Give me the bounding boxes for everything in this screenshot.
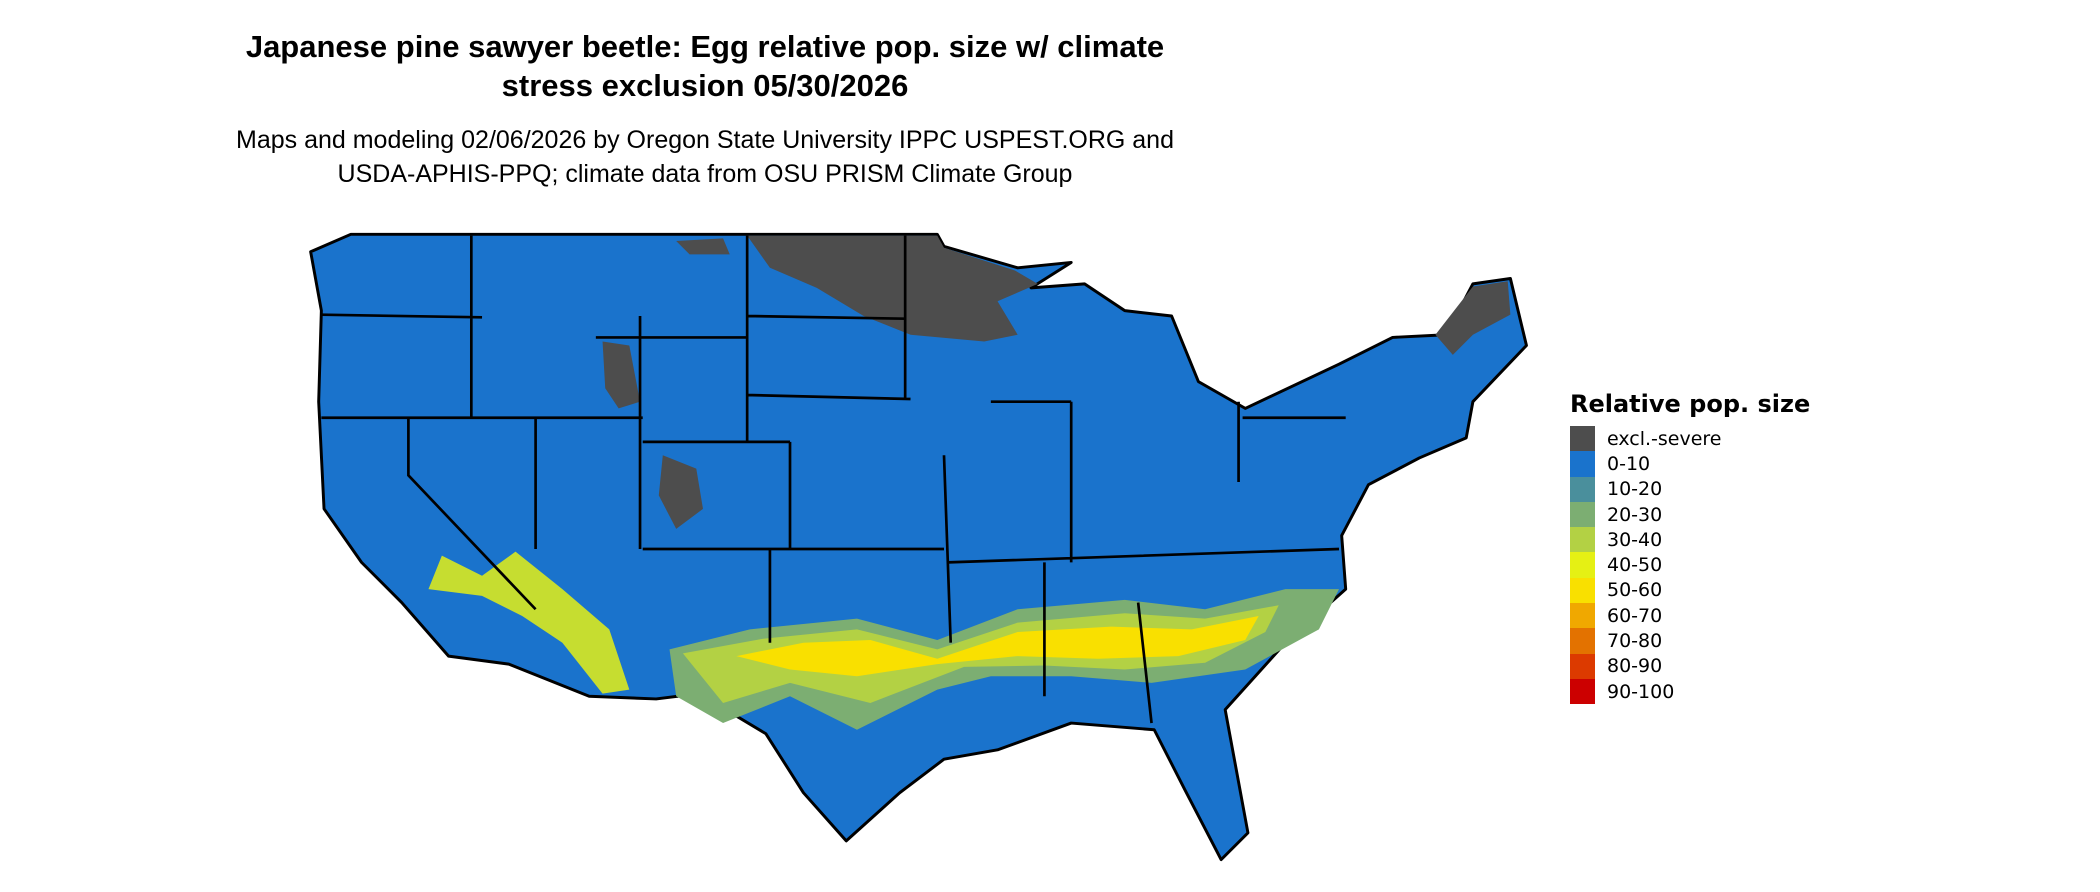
state-borders	[321, 235, 1346, 724]
legend-label: 30-40	[1607, 528, 1663, 551]
legend-swatch	[1570, 451, 1595, 477]
legend-item: 90-100	[1570, 678, 1810, 705]
legend-item: 0-10	[1570, 451, 1810, 477]
legend-swatch	[1570, 603, 1595, 629]
excluded-maine-region	[1435, 281, 1511, 355]
legend-label: excl.-severe	[1607, 427, 1722, 450]
suitability-southwest-region	[428, 551, 630, 694]
legend-item: 50-60	[1570, 577, 1810, 604]
legend-label: 0-10	[1607, 452, 1651, 475]
map-title-line2: stress exclusion 05/30/2026	[501, 68, 909, 103]
legend-label: 60-70	[1607, 604, 1663, 627]
legend-item: 20-30	[1570, 501, 1810, 528]
legend-item: 70-80	[1570, 628, 1810, 654]
legend-swatch	[1570, 577, 1595, 604]
excluded-rockies-region	[602, 238, 730, 529]
legend-swatch	[1570, 628, 1595, 654]
subtitle-line1: Maps and modeling 02/06/2026 by Oregon S…	[236, 126, 1174, 154]
legend-item: 60-70	[1570, 603, 1810, 629]
legend-label: 10-20	[1607, 478, 1663, 501]
legend-swatch	[1570, 653, 1595, 679]
legend-item: 40-50	[1570, 552, 1810, 578]
legend-swatch	[1570, 426, 1595, 452]
legend-label: 90-100	[1607, 680, 1675, 703]
legend-item: 30-40	[1570, 527, 1810, 553]
legend-title: Relative pop. size	[1570, 390, 1811, 418]
map-title-line1: Japanese pine sawyer beetle: Egg relativ…	[245, 29, 1165, 64]
legend-label: 20-30	[1607, 503, 1663, 526]
legend-item: excl.-severe	[1570, 426, 1810, 452]
legend-item: 80-90	[1570, 653, 1810, 679]
suitability-band-core	[736, 615, 1259, 677]
legend-swatch	[1570, 527, 1595, 553]
subtitle-line2: USDA-APHIS-PPQ; climate data from OSU PR…	[337, 160, 1073, 188]
legend-label: 70-80	[1607, 630, 1663, 653]
legend-label: 40-50	[1607, 554, 1663, 577]
legend-swatch	[1570, 678, 1595, 705]
legend-swatch	[1570, 501, 1595, 528]
legend-swatch	[1570, 552, 1595, 578]
excluded-north-region	[747, 235, 1038, 342]
legend: Relative pop. size excl.-severe 0-10 10-20…	[1570, 390, 1811, 705]
legend-swatch	[1570, 476, 1595, 502]
legend-label: 50-60	[1607, 579, 1663, 602]
legend-item: 10-20	[1570, 476, 1810, 502]
legend-label: 80-90	[1607, 655, 1663, 678]
